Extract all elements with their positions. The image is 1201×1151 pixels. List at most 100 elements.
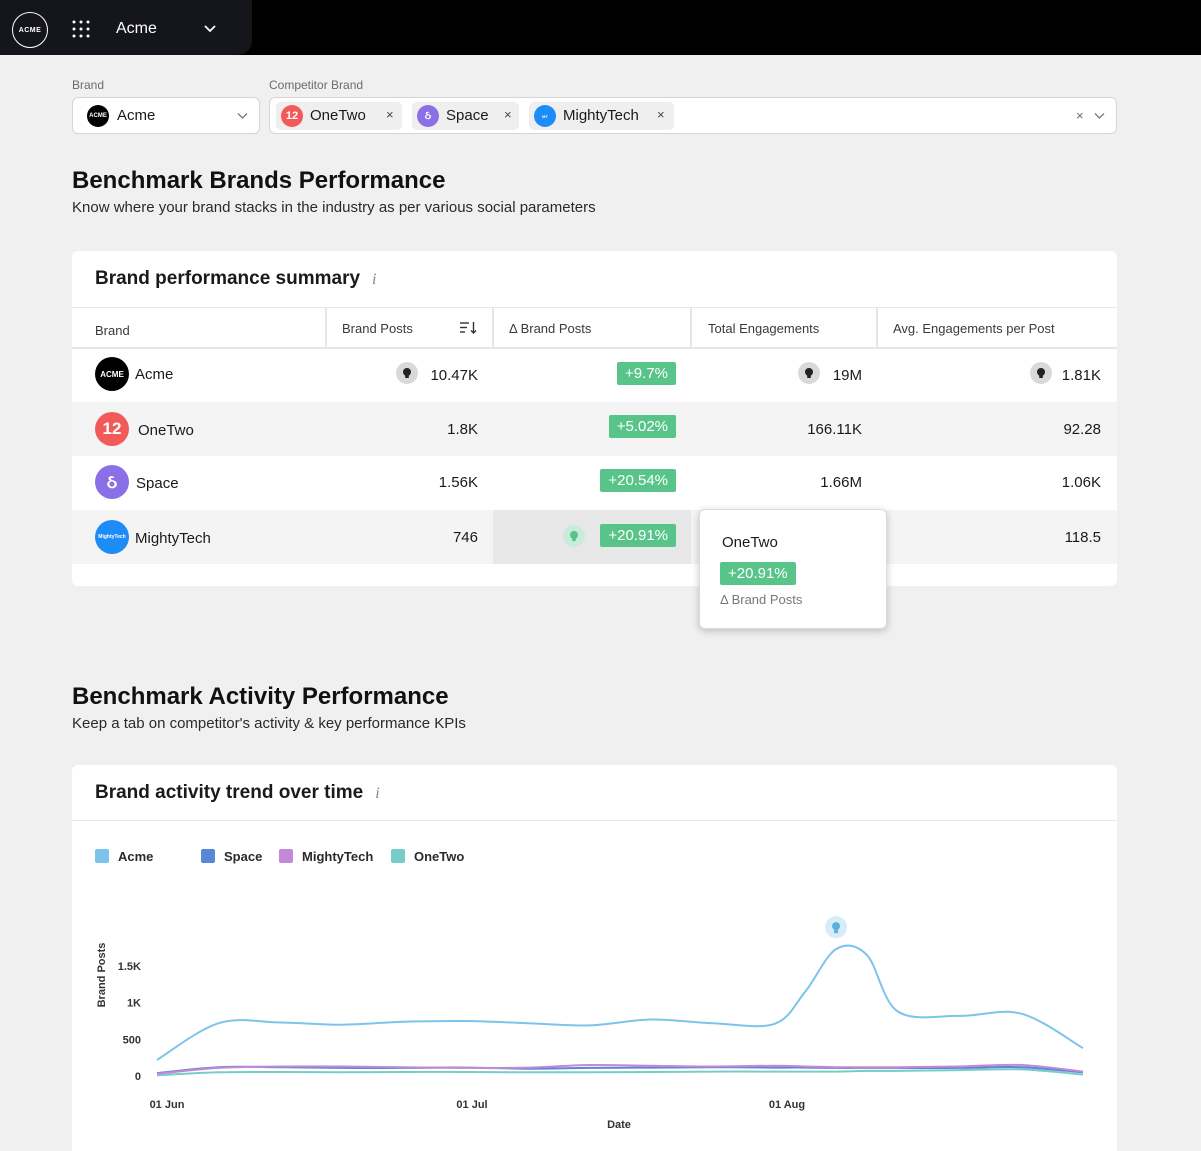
brand-name: Space bbox=[136, 475, 179, 492]
delta-badge: +9.7% bbox=[617, 362, 676, 385]
tooltip-delta-badge: +20.91% bbox=[720, 562, 796, 585]
competitor-chip-mightytech: MT MightyTech × bbox=[529, 102, 674, 130]
competitor-select[interactable]: 12 OneTwo × ઠ Space × MT MightyTech × × bbox=[269, 97, 1117, 134]
acme-logo: ACME bbox=[12, 12, 48, 48]
avg-engagements-value: 1.06K bbox=[1061, 474, 1101, 491]
brand-posts-value: 10.47K bbox=[430, 367, 478, 384]
acme-avatar: ACME bbox=[95, 357, 129, 391]
column-divider bbox=[325, 307, 327, 349]
brand-name: MightyTech bbox=[135, 530, 211, 547]
brand-activity-card: Brand activity trend over time i bbox=[72, 765, 1117, 1151]
bulb-glyph bbox=[832, 922, 841, 931]
competitor-chip-space: ઠ Space × bbox=[412, 102, 519, 130]
legend-swatch bbox=[279, 849, 293, 863]
insight-bulb-icon[interactable] bbox=[396, 362, 418, 384]
section-subtitle: Know where your brand stacks in the indu… bbox=[72, 199, 596, 216]
y-axis-label: Brand Posts bbox=[96, 943, 108, 1008]
tooltip-metric: Δ Brand Posts bbox=[720, 592, 803, 607]
bulb-base bbox=[834, 930, 839, 934]
table-header: Brand bbox=[72, 307, 1117, 349]
avg-engagements-value: 92.28 bbox=[1063, 421, 1101, 438]
mightytech-avatar: MT bbox=[534, 105, 556, 127]
column-header-avg-engagements[interactable]: Avg. Engagements per Post bbox=[893, 321, 1055, 336]
brand-posts-value: 1.8K bbox=[447, 421, 478, 438]
onetwo-avatar: 12 bbox=[95, 412, 129, 446]
avg-engagements-value: 118.5 bbox=[1064, 529, 1101, 546]
brand-select-value: Acme bbox=[117, 107, 156, 124]
table-row[interactable]: 12 OneTwo 1.8K +5.02% 166.11K 92.28 bbox=[72, 402, 1117, 456]
section-title: Benchmark Activity Performance bbox=[72, 683, 449, 710]
insight-bulb-icon[interactable] bbox=[563, 525, 585, 547]
workspace-switcher[interactable]: ACME Acme bbox=[0, 0, 252, 55]
column-divider bbox=[876, 307, 878, 349]
chevron-down-icon bbox=[237, 113, 248, 119]
brand-name: Acme bbox=[135, 366, 174, 383]
remove-chip-icon[interactable]: × bbox=[504, 107, 512, 122]
remove-chip-icon[interactable]: × bbox=[386, 107, 394, 122]
total-engagements-value: 1.66M bbox=[820, 474, 862, 491]
y-tick-label: 500 bbox=[123, 1034, 141, 1046]
insight-bulb-icon[interactable] bbox=[798, 362, 820, 384]
series-line-acme[interactable] bbox=[156, 944, 1084, 1061]
space-avatar: ઠ bbox=[95, 465, 129, 499]
legend-swatch bbox=[391, 849, 405, 863]
x-tick-label: 01 Aug bbox=[769, 1099, 805, 1111]
column-header-total-engagements[interactable]: Total Engagements bbox=[708, 321, 820, 336]
mightytech-avatar: MightyTech bbox=[95, 520, 129, 554]
table-row[interactable]: ACME Acme 10.47K +9.7% 19M 1.81K bbox=[72, 348, 1117, 402]
brand-select[interactable]: ACME Acme bbox=[72, 97, 260, 134]
onetwo-avatar: 12 bbox=[281, 105, 303, 127]
column-divider bbox=[690, 307, 692, 349]
column-header-brand: Brand bbox=[95, 323, 130, 338]
y-tick-label: 0 bbox=[135, 1071, 141, 1083]
brand-performance-card: Brand performance summary i Brand Brand P… bbox=[72, 251, 1117, 586]
delta-badge: +20.91% bbox=[600, 524, 676, 547]
info-icon[interactable]: i bbox=[372, 271, 377, 288]
chip-label: MightyTech bbox=[563, 107, 639, 124]
delta-badge: +5.02% bbox=[608, 415, 676, 438]
tooltip-brand: OneTwo bbox=[722, 534, 778, 551]
workspace-name[interactable]: Acme bbox=[116, 20, 157, 37]
y-tick-label: 1K bbox=[127, 998, 141, 1010]
table-row[interactable]: MightyTech MightyTech 746 +20.91% 118.5 bbox=[72, 510, 1117, 564]
column-header-brand-posts[interactable]: Brand Posts bbox=[342, 321, 413, 336]
series-line-mightytech[interactable] bbox=[156, 1063, 1084, 1075]
remove-chip-icon[interactable]: × bbox=[657, 107, 665, 122]
sort-icon[interactable] bbox=[460, 321, 477, 334]
section-subtitle: Keep a tab on competitor's activity & ke… bbox=[72, 715, 466, 732]
brand-name: OneTwo bbox=[138, 422, 194, 439]
insight-bulb-icon[interactable] bbox=[1030, 362, 1052, 384]
x-tick-label: 01 Jun bbox=[150, 1099, 185, 1111]
legend-item-onetwo[interactable]: OneTwo bbox=[391, 849, 464, 864]
table-row[interactable]: ઠ Space 1.56K +20.54% 1.66M 1.06K bbox=[72, 456, 1117, 510]
acme-avatar: ACME bbox=[87, 105, 109, 127]
x-axis-label: Date bbox=[607, 1119, 631, 1131]
space-avatar: ઠ bbox=[417, 105, 439, 127]
legend-item-acme[interactable]: Acme bbox=[95, 849, 153, 864]
brand-activity-line-chart: 0 500 1K 1.5K 01 Jun 01 Jul 01 Aug Brand Post… bbox=[96, 916, 1084, 1131]
brand-label: Brand bbox=[72, 78, 105, 92]
legend-swatch bbox=[201, 849, 215, 863]
card-title: Brand activity trend over time i bbox=[95, 782, 380, 803]
total-engagements-value: 19M bbox=[832, 367, 862, 384]
chip-label: OneTwo bbox=[310, 107, 366, 124]
divider bbox=[72, 820, 1117, 821]
x-tick-label: 01 Jul bbox=[456, 1099, 487, 1111]
y-tick-label: 1.5K bbox=[118, 961, 141, 973]
clear-all-icon[interactable]: × bbox=[1076, 108, 1084, 123]
tooltip: OneTwo +20.91% Δ Brand Posts bbox=[699, 509, 887, 629]
column-divider bbox=[492, 307, 494, 349]
chip-label: Space bbox=[446, 107, 489, 124]
column-header-delta-brand-posts[interactable]: Δ Brand Posts bbox=[509, 321, 592, 336]
legend-swatch bbox=[95, 849, 109, 863]
chevron-down-icon[interactable] bbox=[204, 24, 216, 34]
apps-grid-icon[interactable] bbox=[72, 20, 90, 38]
info-icon[interactable]: i bbox=[375, 785, 380, 802]
legend-item-space[interactable]: Space bbox=[201, 849, 262, 864]
series-line-onetwo[interactable] bbox=[156, 1068, 1084, 1077]
legend-item-mightytech[interactable]: MightyTech bbox=[279, 849, 373, 864]
section-title: Benchmark Brands Performance bbox=[72, 167, 446, 194]
chevron-down-icon[interactable] bbox=[1094, 112, 1105, 120]
competitor-label: Competitor Brand bbox=[269, 78, 364, 92]
avg-engagements-value: 1.81K bbox=[1061, 367, 1101, 384]
